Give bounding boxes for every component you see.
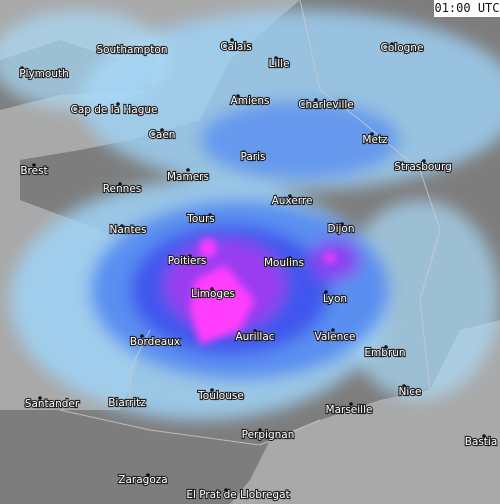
city-label: Cap de la Hague	[70, 104, 157, 116]
city-dot	[224, 488, 228, 492]
city-dot	[210, 388, 214, 392]
city-label: Charleville	[298, 99, 354, 111]
city-label: Plymouth	[19, 68, 69, 80]
city-labels: Southampton Plymouth Calais Lille Cologne Ami…	[18, 40, 498, 502]
city-label: Limoges	[191, 288, 235, 300]
city-dot	[114, 397, 118, 401]
city-dot	[274, 56, 278, 60]
radar-echoes	[0, 10, 500, 420]
city-dot	[253, 329, 257, 333]
city-label: Metz	[362, 134, 388, 146]
city-label: Bastia	[465, 436, 498, 448]
city-dot	[32, 163, 36, 167]
city-dot	[116, 102, 120, 106]
city-label: Paris	[241, 151, 266, 163]
city-dot	[146, 473, 150, 477]
city-dot	[314, 98, 318, 102]
city-dot	[324, 290, 328, 294]
city-dot	[118, 182, 122, 186]
city-label: Biarritz	[108, 397, 146, 409]
city-label: Strasbourg	[394, 161, 452, 173]
city-label: Nice	[398, 386, 421, 398]
city-dot	[116, 45, 120, 49]
city-label: Tours	[186, 213, 215, 225]
city-label: Santander	[25, 398, 80, 410]
city-label: Caen	[149, 129, 176, 141]
city-label: Brest	[20, 165, 47, 177]
city-dot	[210, 287, 214, 291]
city-dot	[20, 66, 24, 70]
city-dot	[422, 159, 426, 163]
city-dot	[349, 402, 353, 406]
city-label: Amiens	[231, 95, 270, 107]
city-label: Zaragoza	[118, 474, 167, 486]
city-label: El Prat de Llobregat	[186, 489, 289, 501]
city-label: Mamers	[167, 171, 209, 183]
city-dot	[120, 224, 124, 228]
city-dot	[38, 396, 42, 400]
time-box	[434, 0, 500, 17]
city-label: Embrun	[364, 347, 405, 359]
city-dot	[236, 94, 240, 98]
heavy-echoes	[190, 238, 336, 345]
city-label: Nantes	[110, 224, 147, 236]
city-label: Auxerre	[272, 195, 313, 207]
city-dot	[331, 328, 335, 332]
city-dot	[384, 345, 388, 349]
city-dot	[288, 256, 292, 260]
city-dot	[186, 168, 190, 172]
city-dot	[370, 132, 374, 136]
city-label: Dijon	[328, 223, 355, 235]
city-dots	[20, 38, 486, 492]
city-label: Lille	[268, 58, 289, 70]
city-dot	[140, 334, 144, 338]
city-label: Marseille	[326, 404, 373, 416]
city-label: Lyon	[323, 293, 347, 305]
city-label: Cologne	[381, 42, 424, 54]
city-dot	[258, 428, 262, 432]
city-label: Valence	[314, 331, 355, 343]
city-label: Aurillac	[235, 331, 274, 343]
city-dot	[208, 213, 212, 217]
city-label: Moulins	[264, 257, 304, 269]
city-dot	[188, 254, 192, 258]
city-dot	[340, 222, 344, 226]
city-label: Calais	[220, 41, 252, 53]
city-label: Bordeaux	[130, 336, 180, 348]
city-label: Perpignan	[242, 429, 295, 441]
city-dot	[402, 384, 406, 388]
city-dot	[288, 194, 292, 198]
borders	[59, 0, 441, 446]
city-dot	[230, 38, 234, 42]
city-dot	[160, 128, 164, 132]
city-dot	[390, 42, 394, 46]
city-label: Rennes	[103, 183, 142, 195]
city-label: Southampton	[96, 44, 167, 56]
city-dot	[242, 150, 246, 154]
city-label: Poitiers	[168, 255, 207, 267]
time-stamp: 01:00 UTC	[434, 1, 499, 15]
city-dot	[482, 434, 486, 438]
city-label: Toulouse	[197, 390, 244, 402]
